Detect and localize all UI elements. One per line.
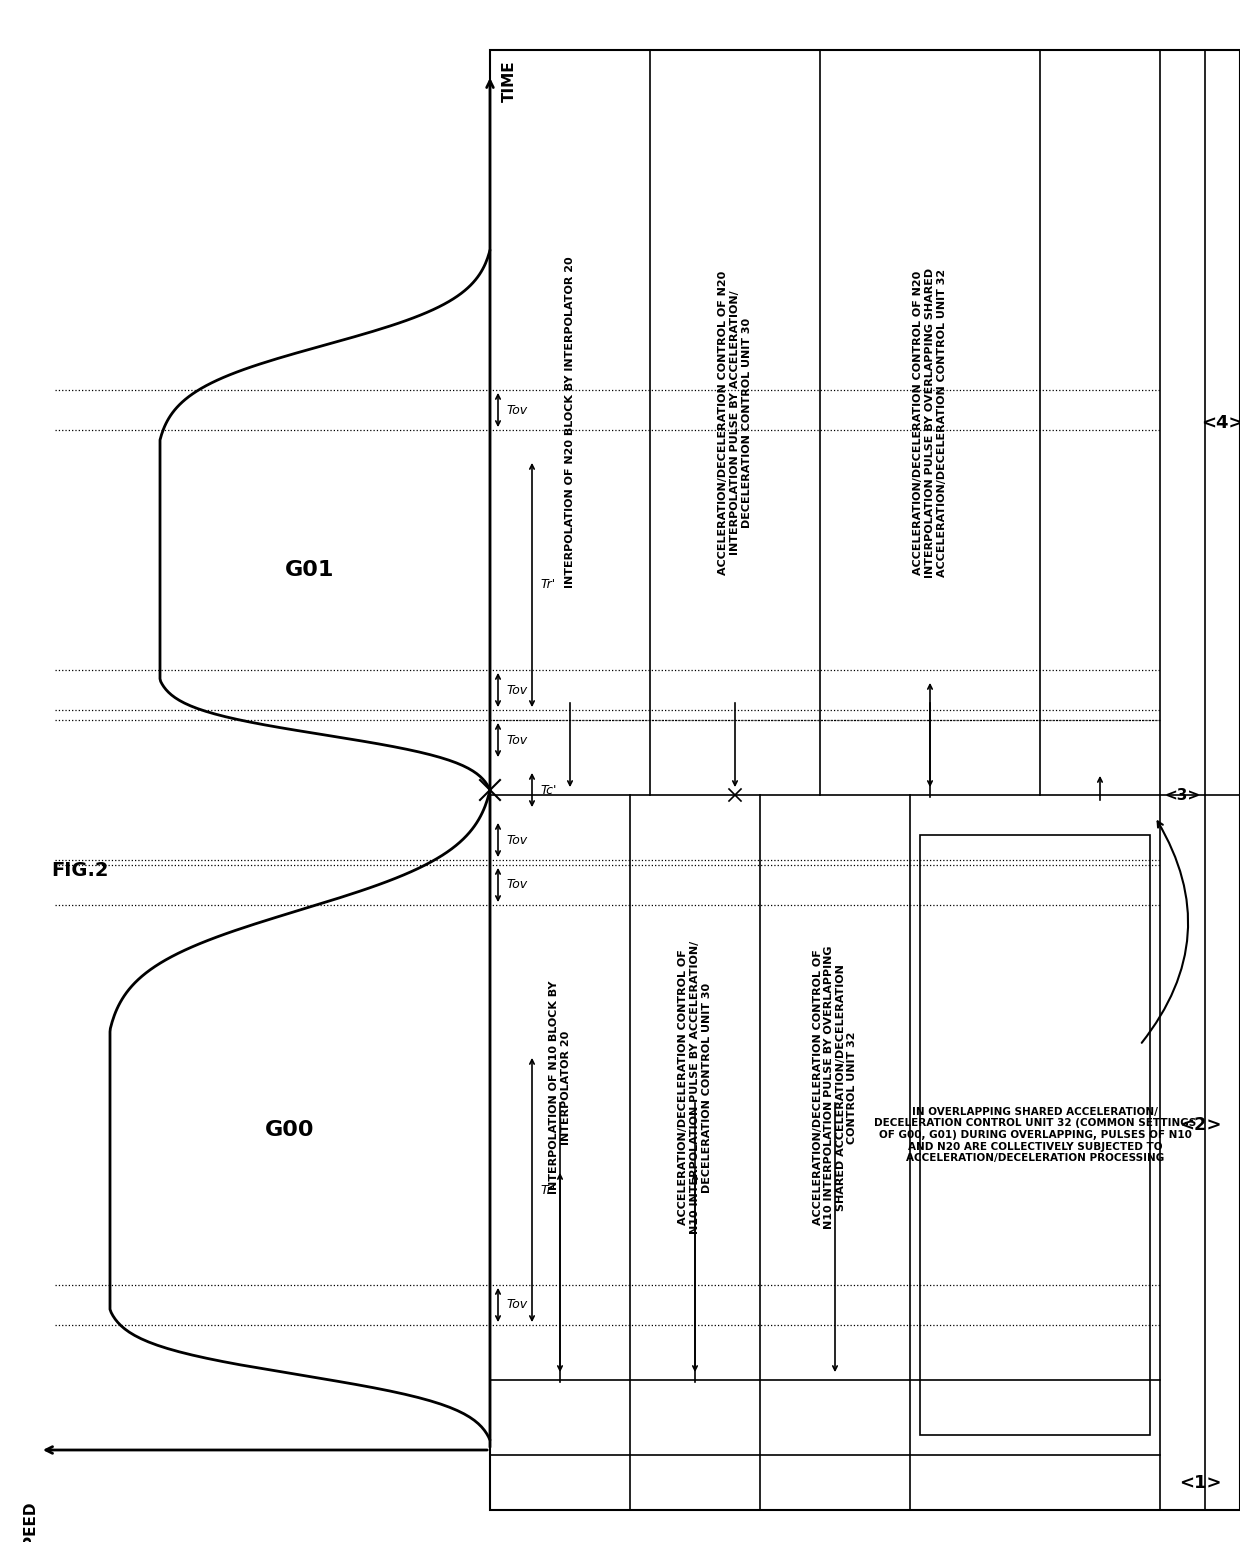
Text: SPEED: SPEED	[22, 1500, 37, 1542]
Text: Tov: Tov	[506, 683, 527, 697]
Text: Tr': Tr'	[539, 1184, 556, 1197]
Text: IN OVERLAPPING SHARED ACCELERATION/
DECELERATION CONTROL UNIT 32 (COMMON SETTING: IN OVERLAPPING SHARED ACCELERATION/ DECE…	[874, 1107, 1197, 1163]
Text: G00: G00	[265, 1119, 315, 1140]
Text: TIME: TIME	[502, 60, 517, 102]
Bar	[490, 49, 1240, 1510]
Text: Tov: Tov	[506, 834, 527, 847]
Text: ACCELERATION/DECELERATION CONTROL OF
N10 INTERPOLATION PULSE BY OVERLAPPING
SHAR: ACCELERATION/DECELERATION CONTROL OF N10…	[812, 945, 857, 1229]
Text: <2>: <2>	[1179, 1116, 1221, 1133]
Text: Tov: Tov	[506, 1298, 527, 1312]
Bar	[920, 836, 1149, 1436]
Text: Tov: Tov	[506, 734, 527, 746]
Text: Tov: Tov	[506, 879, 527, 891]
Text: Tov: Tov	[506, 404, 527, 416]
Text: G01: G01	[285, 560, 335, 580]
Text: <1>: <1>	[1179, 1474, 1221, 1491]
Text: ACCELERATION/DECELERATION CONTROL OF N20
INTERPOLATION PULSE BY ACCELERATION/
DE: ACCELERATION/DECELERATION CONTROL OF N20…	[718, 270, 751, 575]
Text: Tc': Tc'	[539, 783, 557, 797]
Text: INTERPOLATION OF N10 BLOCK BY
INTERPOLATOR 20: INTERPOLATION OF N10 BLOCK BY INTERPOLAT…	[549, 981, 570, 1194]
Text: Tr': Tr'	[539, 578, 556, 592]
Text: FIG.2: FIG.2	[51, 860, 109, 879]
Text: <4>: <4>	[1202, 413, 1240, 432]
Text: INTERPOLATION OF N20 BLOCK BY INTERPOLATOR 20: INTERPOLATION OF N20 BLOCK BY INTERPOLAT…	[565, 256, 575, 589]
Text: ACCELERATION/DECELERATION CONTROL OF
N10 INTERPOLATION PULSE BY ACCELERATION/
DE: ACCELERATION/DECELERATION CONTROL OF N10…	[678, 941, 712, 1234]
Text: <3>: <3>	[1164, 788, 1200, 802]
Text: ACCELERATION/DECELERATION CONTROL OF N20
INTERPOLATION PULSE BY OVERLAPPING SHAR: ACCELERATION/DECELERATION CONTROL OF N20…	[914, 267, 946, 578]
